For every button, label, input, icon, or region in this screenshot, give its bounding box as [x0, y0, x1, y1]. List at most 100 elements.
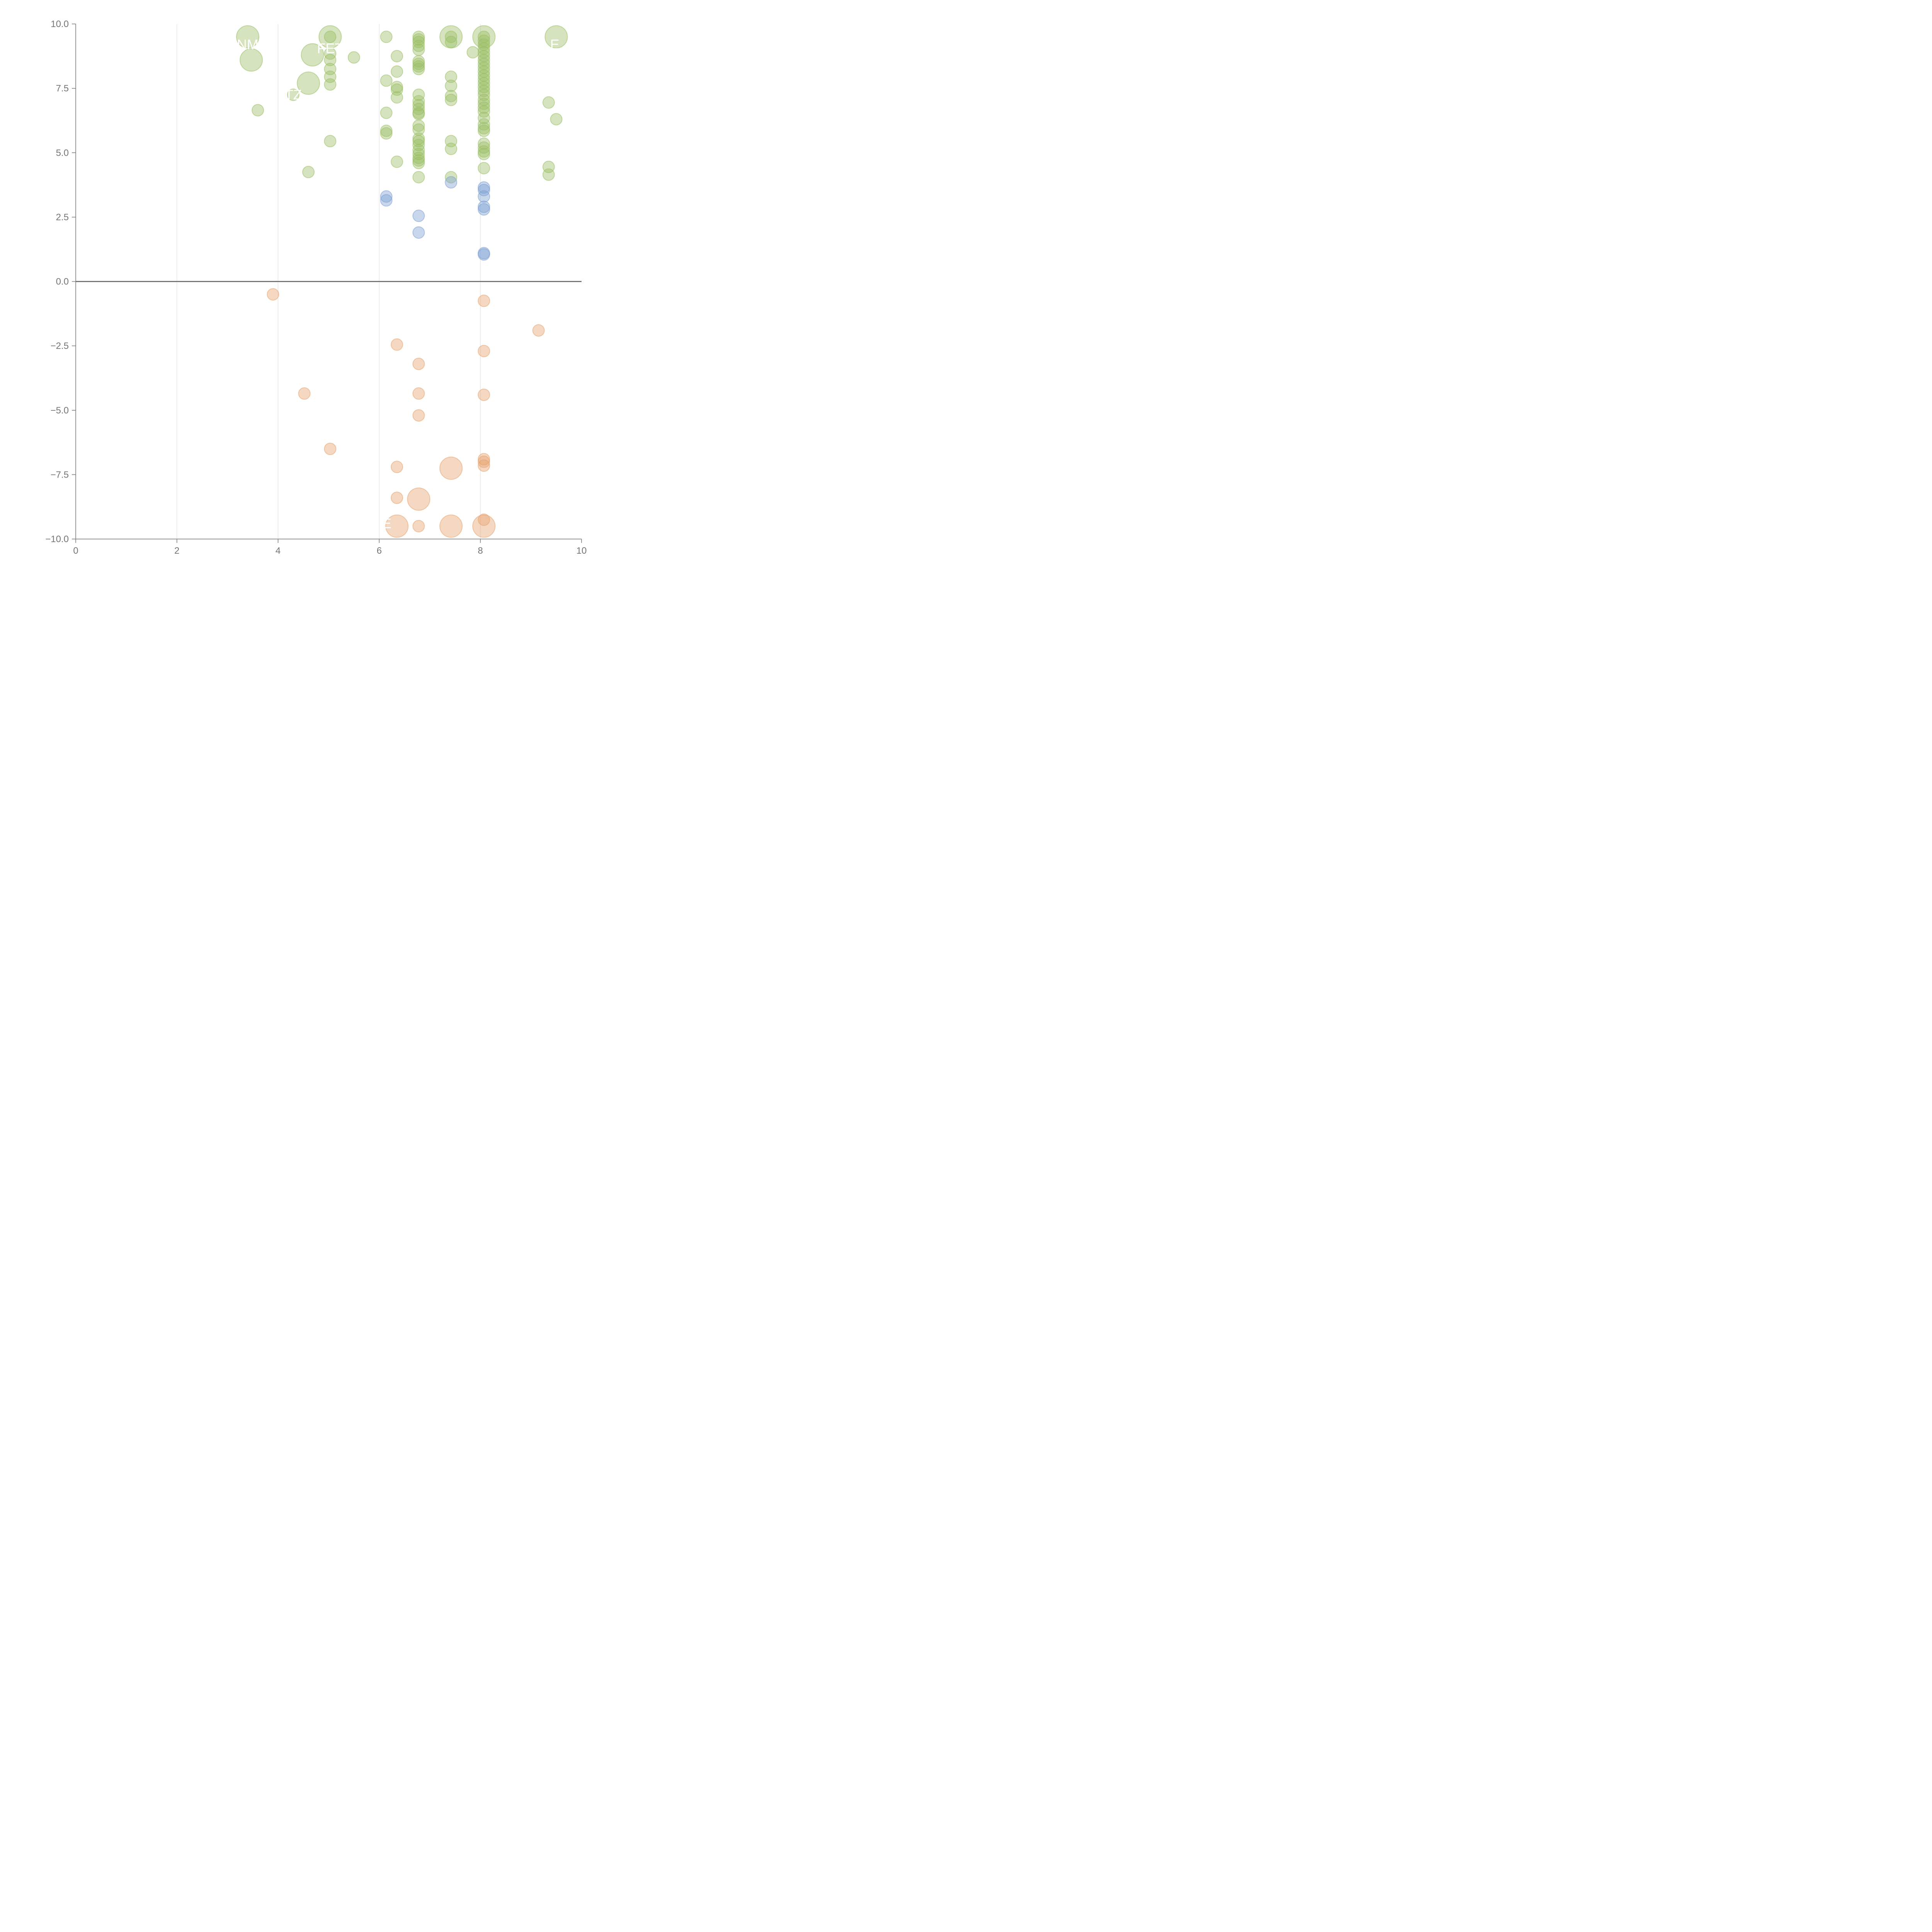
- bubble-positive-high: [412, 39, 425, 52]
- bubble-positive-high: [478, 112, 490, 124]
- bubble-positive-high: [542, 96, 555, 109]
- x-tick-label: 8: [478, 546, 483, 556]
- x-tick-label: 4: [276, 546, 281, 556]
- bubble-label: TZ: [285, 87, 302, 102]
- y-tick-label: −10.0: [45, 534, 69, 544]
- bubble-positive-high: [445, 90, 457, 102]
- bubble-positive-low: [478, 184, 490, 196]
- bubble-positive-high: [412, 119, 425, 132]
- bubble-positive-high: [445, 143, 457, 155]
- bubble-positive-high: [478, 162, 490, 175]
- bubble-positive-low: [412, 226, 425, 239]
- bubble-positive-high: [391, 155, 403, 168]
- bubble-negative: [478, 514, 490, 526]
- bubble-label: FET: [317, 40, 343, 56]
- bubble-positive-high: [478, 118, 490, 131]
- bubble-positive-high: [412, 102, 425, 115]
- bubble-positive-high: [412, 171, 425, 184]
- bubble-positive-high: [412, 88, 425, 101]
- y-tick-label: 10.0: [51, 19, 69, 29]
- bubble-positive-high: [287, 88, 299, 101]
- bubble-positive-high: [478, 122, 490, 134]
- bubble-negative: [532, 324, 545, 337]
- bubble-positive-high: [412, 135, 425, 148]
- bubble-positive-high: [380, 124, 393, 137]
- bubble-positive-high: [412, 60, 425, 73]
- y-tick-label: 5.0: [56, 148, 69, 158]
- bubble-label: E: [550, 36, 560, 52]
- bubble-positive-high: [302, 166, 315, 179]
- bubble-negative: [478, 459, 490, 472]
- bubble-positive-high: [391, 50, 403, 63]
- bubble-positive-low: [478, 190, 490, 203]
- bubble-negative: [385, 514, 409, 538]
- bubble-positive-high: [445, 79, 457, 92]
- bubble-positive-low: [478, 203, 490, 216]
- y-tick-label: −5.0: [51, 405, 69, 416]
- bubble-positive-high: [478, 124, 490, 137]
- bubble-positive-high: [478, 101, 490, 114]
- bubble-negative: [478, 294, 490, 307]
- bubble-negative: [439, 456, 463, 480]
- bubble-positive-high: [478, 145, 490, 158]
- x-tick-label: 10: [577, 546, 587, 556]
- y-tick-label: −2.5: [51, 341, 69, 351]
- bubble-positive-low: [478, 201, 490, 213]
- bubble-negative: [412, 387, 425, 400]
- bubble-positive-high: [412, 33, 425, 46]
- bubble-positive-high: [324, 78, 337, 91]
- bubble-positive-low: [478, 181, 490, 194]
- bubble-positive-high: [542, 168, 555, 181]
- bubble-positive-low: [445, 176, 457, 189]
- bubble-positive-high: [412, 154, 425, 167]
- bubble-negative: [391, 338, 403, 351]
- bubble-positive-high: [380, 74, 393, 87]
- bubble-positive-high: [324, 47, 337, 60]
- bubble-positive-high: [412, 156, 425, 169]
- bubble-negative: [391, 492, 403, 504]
- y-tick-label: 7.5: [56, 83, 69, 94]
- bubble-negative: [412, 520, 425, 532]
- bubble-positive-high: [347, 51, 360, 64]
- bubble-positive-high: [240, 48, 263, 72]
- bubble-negative: [324, 442, 337, 455]
- bubble-negative: [472, 514, 496, 538]
- bubble-positive-high: [252, 104, 264, 117]
- bubble-positive-high: [550, 113, 563, 126]
- bubble-positive-high: [445, 70, 457, 83]
- bubble-positive-low: [380, 194, 393, 207]
- bubble-positive-high: [236, 25, 260, 49]
- bubble-positive-high: [445, 94, 457, 106]
- bubble-positive-high: [412, 139, 425, 151]
- bubble-negative: [439, 514, 463, 538]
- bubble-label: E: [382, 515, 391, 531]
- bubble-negative: [412, 357, 425, 370]
- axes: 10.0 7.5 5.0 2.5 0.0 −2.5 −5.0 −7.5 −10.0 0 2 4 6 8 10: [45, 19, 587, 556]
- x-tick-label: 6: [377, 546, 382, 556]
- bubble-positive-high: [391, 91, 403, 104]
- bubble-positive-high: [478, 148, 490, 160]
- bubble-negative: [478, 453, 490, 466]
- bubble-positive-high: [445, 171, 457, 184]
- bubble-negative: [407, 487, 430, 511]
- bubble-positive-high: [478, 105, 490, 118]
- bubble-positive-high: [478, 85, 490, 97]
- annotation-layer: NM FET TZ E E: [237, 36, 560, 531]
- bubble-positive-high: [412, 58, 425, 70]
- bubble-negative: [412, 409, 425, 422]
- x-tick-label: 2: [174, 546, 179, 556]
- bubble-positive-high: [544, 25, 568, 49]
- scatter-chart: 10.07.55.02.50.0−2.5−5.0−7.5−10.00 2 4 6 8 10…: [45, 19, 587, 556]
- bubble-positive-high: [412, 151, 425, 164]
- bubble-positive-high: [380, 106, 393, 119]
- bubble-positive-high: [380, 127, 393, 140]
- x-tick-label: 0: [73, 546, 78, 556]
- bubble-positive-high: [478, 141, 490, 154]
- bubble-positive-high: [412, 31, 425, 43]
- bubble-positive-high: [445, 31, 457, 43]
- bubble-positive-high: [412, 108, 425, 121]
- bubble-positive-high: [297, 71, 320, 95]
- bubble-negative: [267, 288, 279, 301]
- bubble-positive-high: [412, 43, 425, 56]
- bubble-positive-high: [445, 36, 457, 48]
